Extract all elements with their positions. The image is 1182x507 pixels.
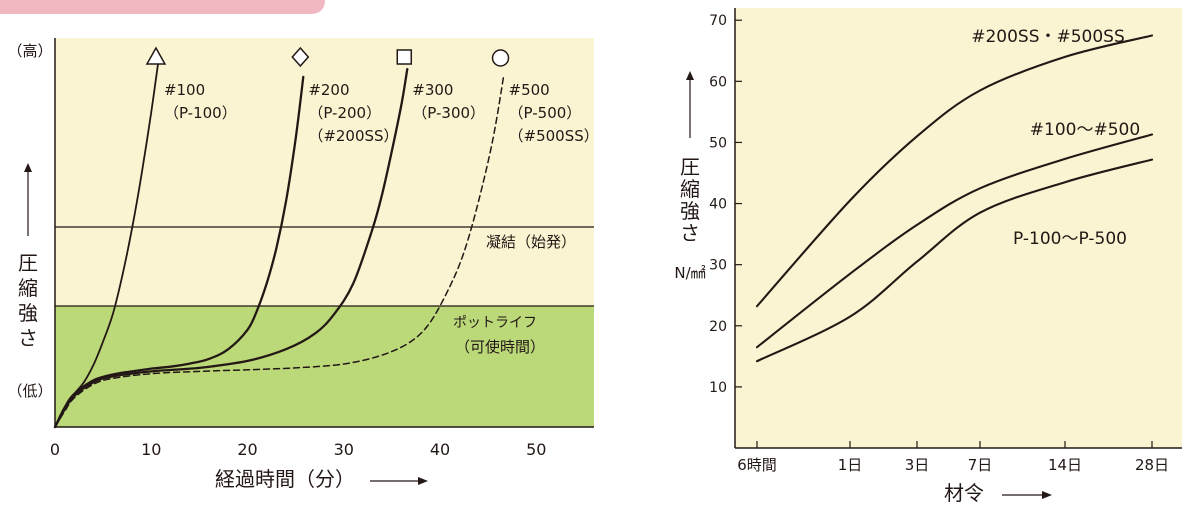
left-series-label: （P-200） [308, 104, 381, 122]
pot-life-label: ポットライフ [453, 315, 537, 331]
left-x-tick-label: 50 [526, 440, 546, 459]
left-x-tick-label: 10 [141, 440, 161, 459]
left-x-arrow-head [418, 477, 428, 485]
triangle-marker [145, 46, 167, 65]
left-series-label: （#200SS） [308, 127, 398, 145]
series-label-p100-p500: P-100～P-500 [1013, 229, 1127, 249]
right-y-tick-label: 50 [709, 135, 727, 151]
left-markers-group [145, 46, 510, 68]
right-y-tick-label: 60 [709, 74, 727, 90]
left-series-label: #500 [509, 81, 550, 99]
pot-life-label-sub: （可使時間） [455, 338, 545, 356]
right-x-ticks: 6時間 1日 3日 7日 14日 28日 [737, 441, 1169, 474]
right-y-unit: N/㎟ [674, 264, 705, 282]
left-y-axis-label: 圧縮強さ [18, 251, 38, 350]
left-x-ticks: 0 10 20 30 40 50 [50, 440, 547, 459]
left-x-tick-label: 30 [334, 440, 354, 459]
right-y-tick-label: 10 [709, 380, 727, 396]
left-x-axis-label: 経過時間（分） [215, 467, 355, 491]
left-series-label: #200 [308, 81, 349, 99]
left-y-arrow-head [24, 163, 32, 172]
right-series-line [755, 133, 1154, 349]
right-x-tick-label: 3日 [905, 456, 930, 474]
right-chart: 10 20 30 40 50 60 70 6時間 1日 3日 7日 14日 28日 #200SS・#5… [674, 8, 1182, 505]
right-x-arrow-head [1042, 491, 1052, 499]
right-x-tick-label: 14日 [1048, 456, 1082, 474]
left-series-group [53, 56, 505, 429]
right-y-tick-label: 30 [709, 258, 727, 274]
right-y-axis-label: 圧縮強さ [680, 155, 700, 245]
right-series-line [755, 34, 1154, 308]
right-y-tick-label: 70 [709, 13, 727, 29]
left-x-tick-label: 20 [237, 440, 257, 459]
right-x-tick-label: 7日 [968, 456, 993, 474]
circle-marker [491, 49, 510, 67]
left-x-tick-label: 0 [50, 440, 60, 459]
square-marker [396, 49, 413, 65]
right-series-group [755, 34, 1154, 363]
series-label-100-500: #100～#500 [1030, 120, 1140, 140]
left-x-tick-label: 40 [430, 440, 450, 459]
right-series-line [755, 158, 1154, 363]
right-x-tick-label: 6時間 [737, 456, 777, 474]
left-series-line [53, 67, 409, 429]
left-series-label: #300 [412, 81, 453, 99]
y-high-label: （高） [7, 42, 52, 60]
left-series-line [54, 76, 505, 428]
diamond-marker [291, 46, 310, 68]
left-series-label: #100 [164, 81, 205, 99]
right-x-tick-label: 1日 [838, 456, 863, 474]
left-series-label: （#500SS） [509, 127, 599, 145]
right-y-ticks: 10 20 30 40 50 60 70 [709, 13, 742, 396]
left-series-labels: #100 （P-100） #200 （P-200） （#200SS） #300 （P-300… [164, 81, 599, 145]
y-low-label: （低） [7, 382, 52, 400]
right-y-tick-label: 40 [709, 197, 727, 213]
right-y-tick-label: 20 [709, 319, 727, 335]
right-y-arrow-head [686, 71, 694, 80]
right-x-tick-label: 28日 [1135, 456, 1169, 474]
left-chart: 0 10 20 30 40 50 #100 （P-100） #200 （P-200） （#200S… [7, 38, 599, 491]
left-series-line [53, 75, 305, 429]
left-series-label: （P-100） [164, 104, 237, 122]
series-label-200ss-500ss: #200SS・#500SS [971, 27, 1125, 47]
top-banner-bar [0, 0, 325, 14]
left-series-label: （P-500） [509, 104, 582, 122]
setting-label: 凝結（始発） [486, 233, 576, 251]
right-x-axis-label: 材令 [944, 481, 984, 505]
left-series-label: （P-300） [412, 104, 485, 122]
